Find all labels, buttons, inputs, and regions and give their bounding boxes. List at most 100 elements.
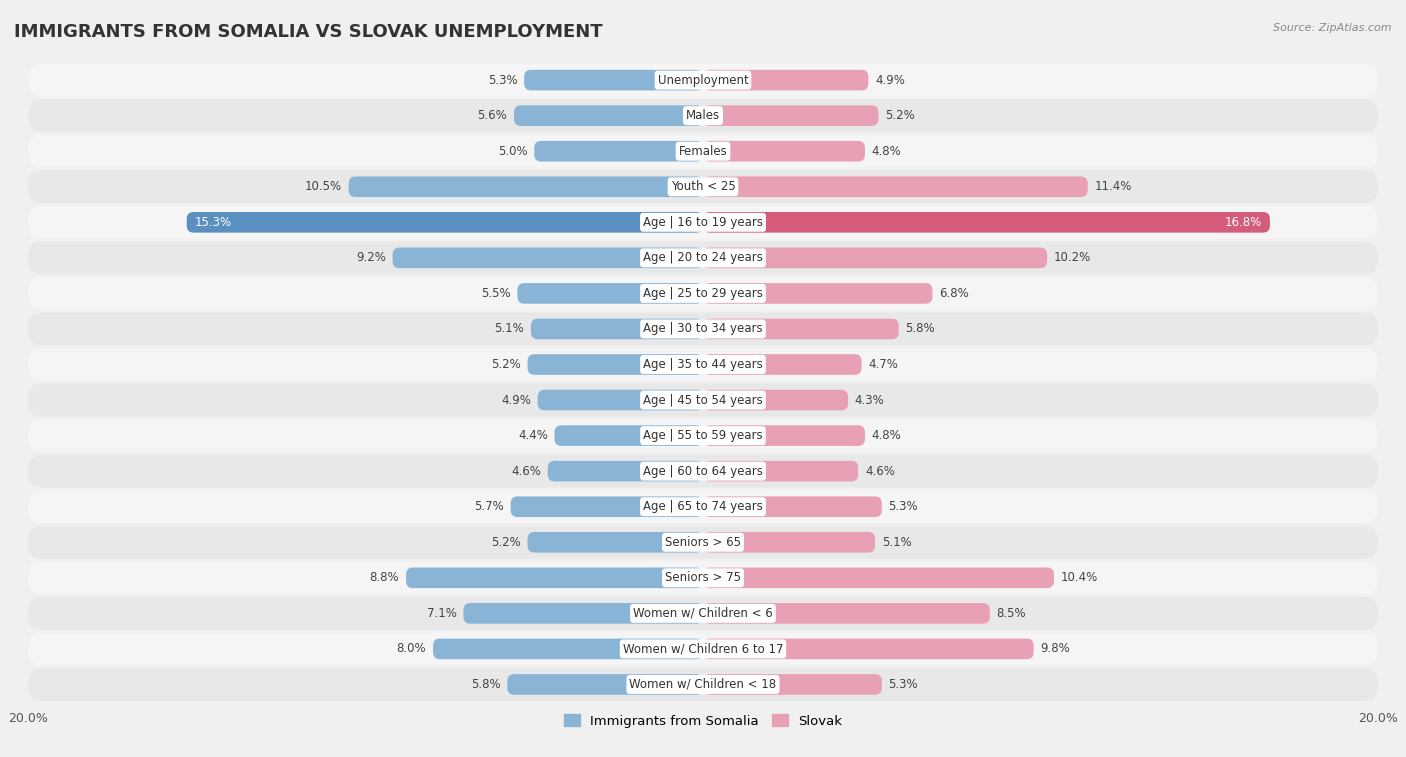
FancyBboxPatch shape [28,668,1378,701]
Text: 6.8%: 6.8% [939,287,969,300]
Text: 5.2%: 5.2% [491,536,520,549]
FancyBboxPatch shape [703,141,865,161]
FancyBboxPatch shape [349,176,703,197]
Text: Age | 55 to 59 years: Age | 55 to 59 years [643,429,763,442]
Text: 8.8%: 8.8% [370,572,399,584]
FancyBboxPatch shape [28,206,1378,238]
FancyBboxPatch shape [703,248,1047,268]
FancyBboxPatch shape [406,568,703,588]
Text: Unemployment: Unemployment [658,73,748,86]
FancyBboxPatch shape [703,212,1270,232]
Text: 5.1%: 5.1% [882,536,911,549]
FancyBboxPatch shape [703,532,875,553]
FancyBboxPatch shape [433,639,703,659]
FancyBboxPatch shape [703,105,879,126]
Text: 5.1%: 5.1% [495,322,524,335]
Text: 8.0%: 8.0% [396,643,426,656]
FancyBboxPatch shape [703,639,1033,659]
Text: 5.7%: 5.7% [474,500,503,513]
FancyBboxPatch shape [392,248,703,268]
FancyBboxPatch shape [510,497,703,517]
Text: 5.3%: 5.3% [889,500,918,513]
FancyBboxPatch shape [28,419,1378,452]
Text: 5.3%: 5.3% [488,73,517,86]
FancyBboxPatch shape [464,603,703,624]
FancyBboxPatch shape [517,283,703,304]
Text: 4.6%: 4.6% [512,465,541,478]
Text: 4.9%: 4.9% [875,73,905,86]
Text: Women w/ Children 6 to 17: Women w/ Children 6 to 17 [623,643,783,656]
Text: Age | 35 to 44 years: Age | 35 to 44 years [643,358,763,371]
Text: IMMIGRANTS FROM SOMALIA VS SLOVAK UNEMPLOYMENT: IMMIGRANTS FROM SOMALIA VS SLOVAK UNEMPL… [14,23,603,41]
FancyBboxPatch shape [527,354,703,375]
Text: 10.2%: 10.2% [1054,251,1091,264]
FancyBboxPatch shape [703,425,865,446]
Text: Age | 20 to 24 years: Age | 20 to 24 years [643,251,763,264]
Text: Women w/ Children < 18: Women w/ Children < 18 [630,678,776,691]
Text: 5.6%: 5.6% [478,109,508,122]
Text: 5.2%: 5.2% [491,358,520,371]
FancyBboxPatch shape [28,455,1378,488]
Text: 11.4%: 11.4% [1094,180,1132,193]
Text: 4.9%: 4.9% [501,394,531,407]
FancyBboxPatch shape [28,384,1378,416]
Text: Age | 25 to 29 years: Age | 25 to 29 years [643,287,763,300]
FancyBboxPatch shape [28,526,1378,559]
FancyBboxPatch shape [703,70,869,90]
FancyBboxPatch shape [28,170,1378,203]
Text: 5.8%: 5.8% [471,678,501,691]
Text: Seniors > 65: Seniors > 65 [665,536,741,549]
Text: Age | 16 to 19 years: Age | 16 to 19 years [643,216,763,229]
FancyBboxPatch shape [28,135,1378,167]
FancyBboxPatch shape [534,141,703,161]
FancyBboxPatch shape [703,390,848,410]
Text: 16.8%: 16.8% [1225,216,1261,229]
FancyBboxPatch shape [554,425,703,446]
FancyBboxPatch shape [537,390,703,410]
Text: 5.2%: 5.2% [886,109,915,122]
Text: 5.8%: 5.8% [905,322,935,335]
Text: Age | 45 to 54 years: Age | 45 to 54 years [643,394,763,407]
Text: 4.8%: 4.8% [872,429,901,442]
Text: Women w/ Children < 6: Women w/ Children < 6 [633,607,773,620]
Text: 9.8%: 9.8% [1040,643,1070,656]
FancyBboxPatch shape [508,674,703,695]
FancyBboxPatch shape [703,497,882,517]
Text: 5.3%: 5.3% [889,678,918,691]
Text: 8.5%: 8.5% [997,607,1026,620]
Text: Males: Males [686,109,720,122]
Text: Source: ZipAtlas.com: Source: ZipAtlas.com [1274,23,1392,33]
FancyBboxPatch shape [28,597,1378,630]
Text: Seniors > 75: Seniors > 75 [665,572,741,584]
Text: 4.8%: 4.8% [872,145,901,157]
FancyBboxPatch shape [28,241,1378,274]
Text: 7.1%: 7.1% [427,607,457,620]
FancyBboxPatch shape [703,176,1088,197]
FancyBboxPatch shape [703,319,898,339]
FancyBboxPatch shape [28,633,1378,665]
FancyBboxPatch shape [703,354,862,375]
Text: 9.2%: 9.2% [356,251,385,264]
FancyBboxPatch shape [28,64,1378,96]
FancyBboxPatch shape [28,99,1378,132]
FancyBboxPatch shape [28,313,1378,345]
FancyBboxPatch shape [531,319,703,339]
Text: 10.5%: 10.5% [305,180,342,193]
Text: Youth < 25: Youth < 25 [671,180,735,193]
Text: 4.4%: 4.4% [517,429,548,442]
FancyBboxPatch shape [187,212,703,232]
FancyBboxPatch shape [28,348,1378,381]
Text: 5.0%: 5.0% [498,145,527,157]
FancyBboxPatch shape [515,105,703,126]
FancyBboxPatch shape [703,568,1054,588]
FancyBboxPatch shape [28,277,1378,310]
Text: 4.6%: 4.6% [865,465,894,478]
FancyBboxPatch shape [703,674,882,695]
FancyBboxPatch shape [28,491,1378,523]
Text: 15.3%: 15.3% [195,216,232,229]
FancyBboxPatch shape [524,70,703,90]
FancyBboxPatch shape [703,603,990,624]
FancyBboxPatch shape [703,283,932,304]
Text: Age | 60 to 64 years: Age | 60 to 64 years [643,465,763,478]
Text: Females: Females [679,145,727,157]
